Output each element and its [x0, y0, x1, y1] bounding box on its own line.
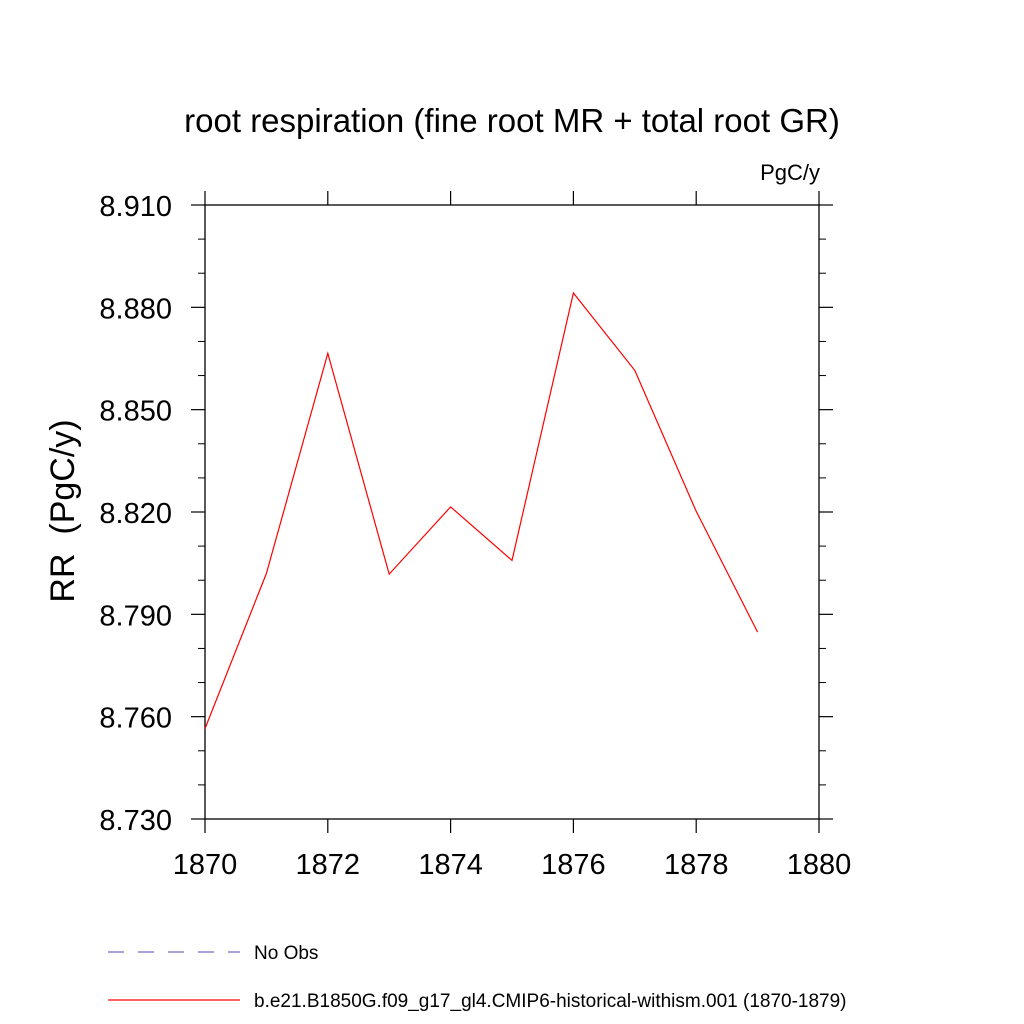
plot-frame — [204, 204, 820, 820]
plot-area: 8.730 8.760 8.790 8.820 8.850 8.880 8.910 1870 1… — [99, 191, 851, 881]
legend-label-1: b.e21.B1850G.f09_g17_gl4.CMIP6-historica… — [254, 991, 847, 1012]
legend-label-0: No Obs — [254, 943, 318, 964]
y-tick-label: 8.760 — [99, 703, 172, 735]
x-tick-label: 1870 — [173, 849, 238, 881]
legend: No Obs b.e21.B1850G.f09_g17_gl4.CMIP6-his… — [108, 943, 847, 1012]
y-axis-label: RR (PgC/y) — [44, 419, 82, 602]
x-tick-label: 1880 — [787, 849, 852, 881]
y-tick-label: 8.880 — [99, 293, 172, 325]
y-tick-label: 8.820 — [99, 498, 172, 530]
series-line-1 — [204, 291, 759, 729]
units-label: PgC/y — [760, 160, 820, 185]
chart-title: root respiration (fine root MR + total r… — [184, 102, 840, 139]
y-tick-label: 8.910 — [99, 191, 172, 223]
y-tick-label: 8.790 — [99, 600, 172, 632]
y-tick-label: 8.730 — [99, 805, 172, 837]
x-tick-label: 1878 — [664, 849, 729, 881]
x-tick-label: 1874 — [418, 849, 483, 881]
x-tick-label: 1876 — [541, 849, 606, 881]
y-tick-label: 8.850 — [99, 396, 172, 428]
x-tick-label: 1872 — [296, 849, 361, 881]
